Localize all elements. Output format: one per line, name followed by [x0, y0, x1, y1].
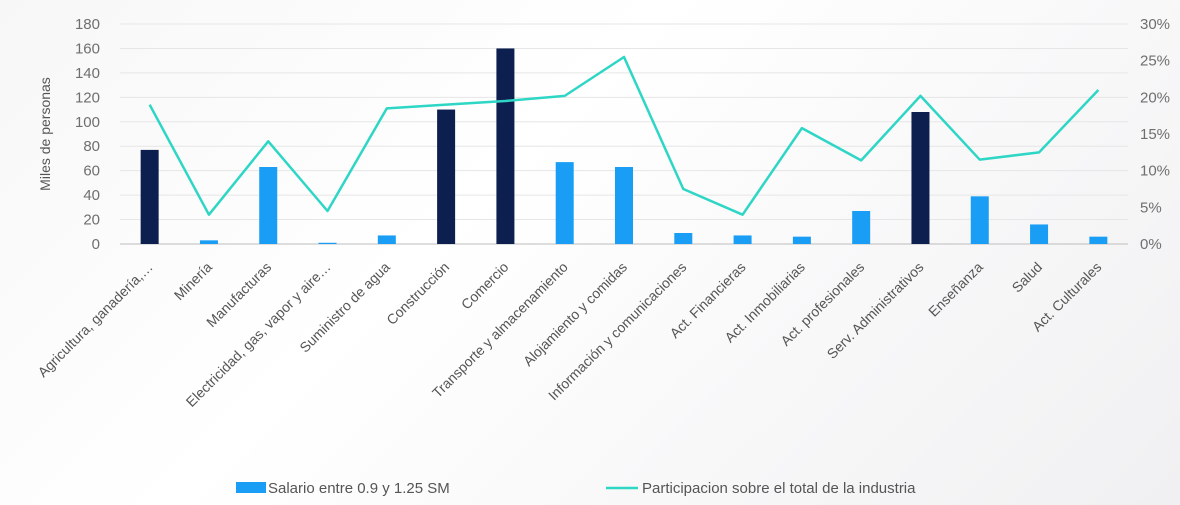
bar [259, 167, 278, 244]
right-tick-label: 30% [1140, 16, 1170, 33]
gridlines [120, 23, 1128, 245]
category-labels: Agricultura, ganadería,… MineríaManufactu… [34, 259, 1104, 410]
left-tick-label: 100 [75, 114, 100, 131]
bar [140, 149, 159, 244]
right-axis-ticks: 0% 5% 10% 15% 20% 25% 30% [1140, 16, 1170, 253]
bar [615, 167, 633, 244]
participation-line-path [148, 55, 1100, 216]
left-tick-label: 180 [75, 16, 100, 33]
bar [911, 112, 930, 244]
participation-line [148, 55, 1100, 216]
bar [377, 235, 396, 244]
category-label: Minería [171, 259, 215, 303]
category-label: Alojamiento y comidas [520, 259, 630, 369]
legend-bar-swatch [236, 482, 266, 493]
category-label: Construcción [383, 259, 452, 328]
right-tick-label: 25% [1140, 53, 1170, 70]
bar [1089, 236, 1108, 244]
bar [1030, 224, 1049, 244]
legend: Salario entre 0.9 y 1.25 SM Participacio… [236, 480, 916, 497]
category-label: Agricultura, ganadería,… [34, 259, 155, 380]
left-tick-label: 60 [83, 163, 100, 180]
legend-line-label: Participacion sobre el total de la indus… [642, 480, 916, 497]
legend-bar-label: Salario entre 0.9 y 1.25 SM [268, 480, 450, 497]
category-label: Serv. Administrativos [824, 259, 927, 362]
left-tick-label: 120 [75, 89, 100, 106]
left-tick-label: 160 [75, 40, 100, 57]
left-tick-label: 0 [92, 236, 100, 253]
left-axis-ticks: 0 20 40 60 80 100 120 140 160 180 [75, 16, 100, 253]
bar [852, 211, 871, 244]
bars [140, 48, 1108, 244]
bar [792, 236, 811, 244]
left-tick-label: 20 [83, 212, 100, 229]
left-tick-label: 140 [75, 65, 100, 82]
right-tick-label: 5% [1140, 199, 1162, 216]
right-tick-label: 0% [1140, 236, 1162, 253]
left-tick-label: 40 [83, 187, 100, 204]
bar [733, 235, 752, 244]
right-tick-label: 15% [1140, 126, 1170, 143]
y-axis-title: Miles de personas [37, 77, 53, 191]
bar [199, 240, 218, 244]
bar [437, 109, 456, 244]
bar [970, 196, 989, 244]
right-tick-label: 20% [1140, 89, 1170, 106]
right-tick-label: 10% [1140, 163, 1170, 180]
category-label: Enseñanza [925, 259, 986, 320]
left-tick-label: 80 [83, 138, 100, 155]
category-label: Comercio [458, 259, 512, 313]
bar [318, 242, 337, 244]
bar [496, 48, 515, 244]
bar [674, 233, 693, 244]
bar [555, 162, 574, 244]
category-label: Salud [1009, 259, 1046, 296]
